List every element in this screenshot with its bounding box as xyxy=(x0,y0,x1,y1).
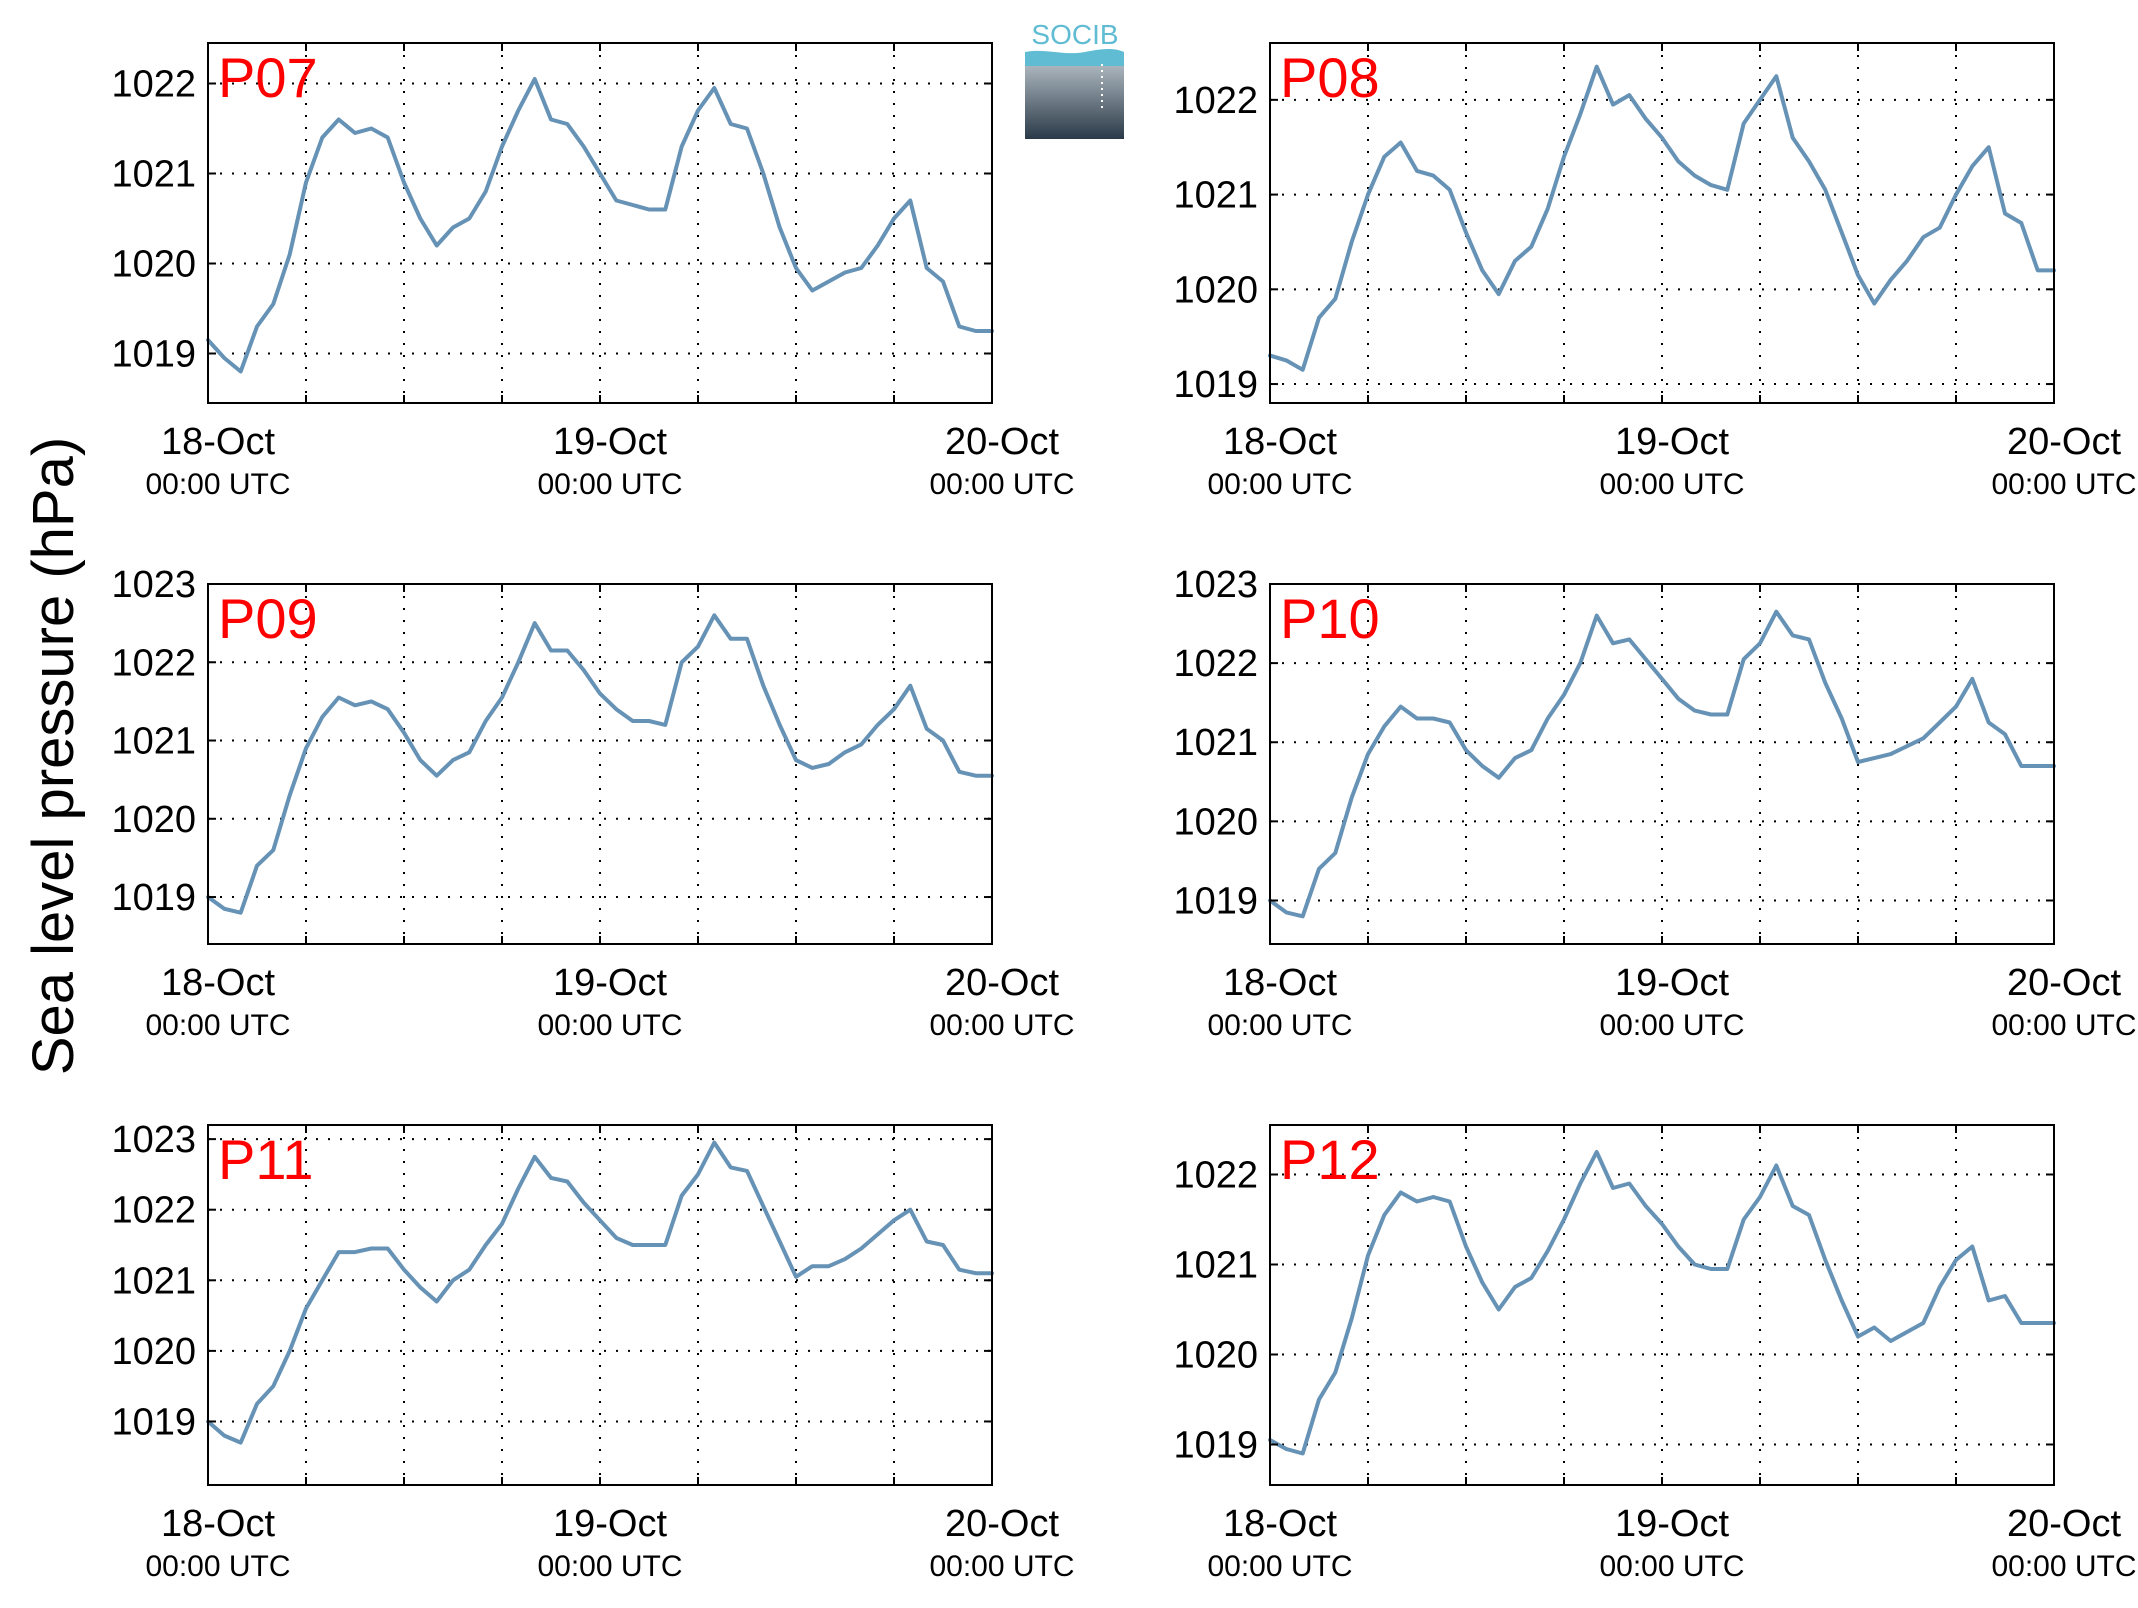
x-tick-label-time: 00:00 UTC xyxy=(1599,468,1744,501)
pressure-line-p12 xyxy=(1268,1150,2056,1456)
logo-wave xyxy=(1025,49,1124,66)
y-tick-label: 1021 xyxy=(111,721,196,763)
x-tick-label-date: 19-Oct xyxy=(553,421,667,463)
y-tick-label: 1023 xyxy=(111,1119,196,1161)
y-tick-label: 1019 xyxy=(111,334,196,376)
y-tick-label: 1021 xyxy=(1173,722,1258,764)
y-tick-label: 1019 xyxy=(111,1401,196,1443)
y-tick-label: 1022 xyxy=(111,1190,196,1232)
chart-panel-p07: 1019 1020 1021 1022 18-Oct 00:00 UTC 19-Oct 00:… xyxy=(111,42,1075,501)
x-tick-label-date: 18-Oct xyxy=(1223,962,1337,1004)
chart-panel-p09: 1019 1020 1021 1022 1023 18-Oct 00:00 UTC 19-Oc… xyxy=(111,564,1074,1042)
x-tick-label-time: 00:00 UTC xyxy=(1207,1550,1352,1583)
logo-text: SOCIB xyxy=(1031,19,1118,50)
x-tick-label-time: 00:00 UTC xyxy=(145,1009,290,1042)
pressure-line-p11 xyxy=(206,1140,994,1445)
x-tick-label-time: 00:00 UTC xyxy=(1991,1009,2136,1042)
x-tick-label-time: 00:00 UTC xyxy=(929,468,1074,501)
chart-panel-p08: 1019 1020 1021 1022 18-Oct 00:00 UTC 19-Oct 00:… xyxy=(1173,42,2137,501)
y-tick-label: 1020 xyxy=(111,244,196,286)
socib-logo: SOCIB xyxy=(1025,19,1124,139)
y-tick-label: 1020 xyxy=(111,1331,196,1373)
x-tick-label-date: 20-Oct xyxy=(2007,421,2121,463)
x-tick-label-time: 00:00 UTC xyxy=(145,468,290,501)
pressure-line-p08 xyxy=(1268,64,2056,372)
panel-label: P07 xyxy=(218,46,318,109)
y-tick-label: 1022 xyxy=(111,64,196,106)
y-tick-label: 1019 xyxy=(1173,880,1258,922)
x-tick-label-date: 18-Oct xyxy=(1223,421,1337,463)
x-tick-label-time: 00:00 UTC xyxy=(1991,1550,2136,1583)
panel-label: P10 xyxy=(1280,587,1380,650)
panel-label: P09 xyxy=(218,587,318,650)
x-tick-label-date: 18-Oct xyxy=(161,1503,275,1545)
y-tick-label: 1022 xyxy=(1173,80,1258,122)
y-tick-label: 1019 xyxy=(111,877,196,919)
y-axis-label: Sea level pressure (hPa) xyxy=(21,437,86,1075)
chart-panel-p10: 1019 1020 1021 1022 1023 18-Oct 00:00 UTC 19-Oc… xyxy=(1173,564,2136,1042)
x-tick-label-date: 18-Oct xyxy=(161,962,275,1004)
chart-panel-p11: 1019 1020 1021 1022 1023 18-Oct 00:00 UTC 19-Oc… xyxy=(111,1119,1074,1583)
chart-panel-p12: 1019 1020 1021 1022 18-Oct 00:00 UTC 19-Oct 00:… xyxy=(1173,1124,2137,1583)
x-tick-label-date: 19-Oct xyxy=(553,1503,667,1545)
x-tick-label-date: 19-Oct xyxy=(1615,962,1729,1004)
panel-label: P11 xyxy=(218,1128,313,1191)
x-tick-label-time: 00:00 UTC xyxy=(537,468,682,501)
y-tick-label: 1019 xyxy=(1173,1425,1258,1467)
y-tick-label: 1022 xyxy=(1173,1155,1258,1197)
logo-block xyxy=(1025,66,1124,139)
y-tick-label: 1022 xyxy=(111,642,196,684)
x-tick-label-date: 20-Oct xyxy=(945,962,1059,1004)
panel-label: P08 xyxy=(1280,46,1380,109)
x-tick-label-date: 20-Oct xyxy=(945,421,1059,463)
x-tick-label-time: 00:00 UTC xyxy=(1599,1550,1744,1583)
y-tick-label: 1021 xyxy=(1173,175,1258,217)
y-tick-label: 1023 xyxy=(111,564,196,606)
y-tick-label: 1020 xyxy=(1173,1335,1258,1377)
pressure-line-p09 xyxy=(206,613,994,915)
x-tick-label-time: 00:00 UTC xyxy=(929,1550,1074,1583)
x-tick-label-date: 19-Oct xyxy=(1615,421,1729,463)
x-tick-label-time: 00:00 UTC xyxy=(929,1009,1074,1042)
y-tick-label: 1019 xyxy=(1173,364,1258,406)
x-tick-label-date: 20-Oct xyxy=(2007,962,2121,1004)
y-tick-label: 1020 xyxy=(111,799,196,841)
y-tick-label: 1022 xyxy=(1173,643,1258,685)
y-tick-label: 1021 xyxy=(111,1260,196,1302)
x-tick-label-date: 20-Oct xyxy=(2007,1503,2121,1545)
x-tick-label-date: 19-Oct xyxy=(553,962,667,1004)
x-tick-label-time: 00:00 UTC xyxy=(1207,1009,1352,1042)
x-tick-label-time: 00:00 UTC xyxy=(537,1550,682,1583)
x-tick-label-date: 19-Oct xyxy=(1615,1503,1729,1545)
panel-label: P12 xyxy=(1280,1128,1380,1191)
y-tick-label: 1020 xyxy=(1173,801,1258,843)
y-tick-label: 1021 xyxy=(1173,1245,1258,1287)
y-tick-label: 1020 xyxy=(1173,269,1258,311)
x-tick-label-date: 20-Oct xyxy=(945,1503,1059,1545)
x-tick-label-time: 00:00 UTC xyxy=(1599,1009,1744,1042)
pressure-line-p07 xyxy=(206,77,994,374)
x-tick-label-time: 00:00 UTC xyxy=(1207,468,1352,501)
y-tick-label: 1023 xyxy=(1173,564,1258,606)
pressure-line-p10 xyxy=(1268,609,2056,919)
x-tick-label-date: 18-Oct xyxy=(161,421,275,463)
y-tick-label: 1021 xyxy=(111,154,196,196)
x-tick-label-time: 00:00 UTC xyxy=(537,1009,682,1042)
x-tick-label-time: 00:00 UTC xyxy=(145,1550,290,1583)
x-tick-label-date: 18-Oct xyxy=(1223,1503,1337,1545)
x-tick-label-time: 00:00 UTC xyxy=(1991,468,2136,501)
